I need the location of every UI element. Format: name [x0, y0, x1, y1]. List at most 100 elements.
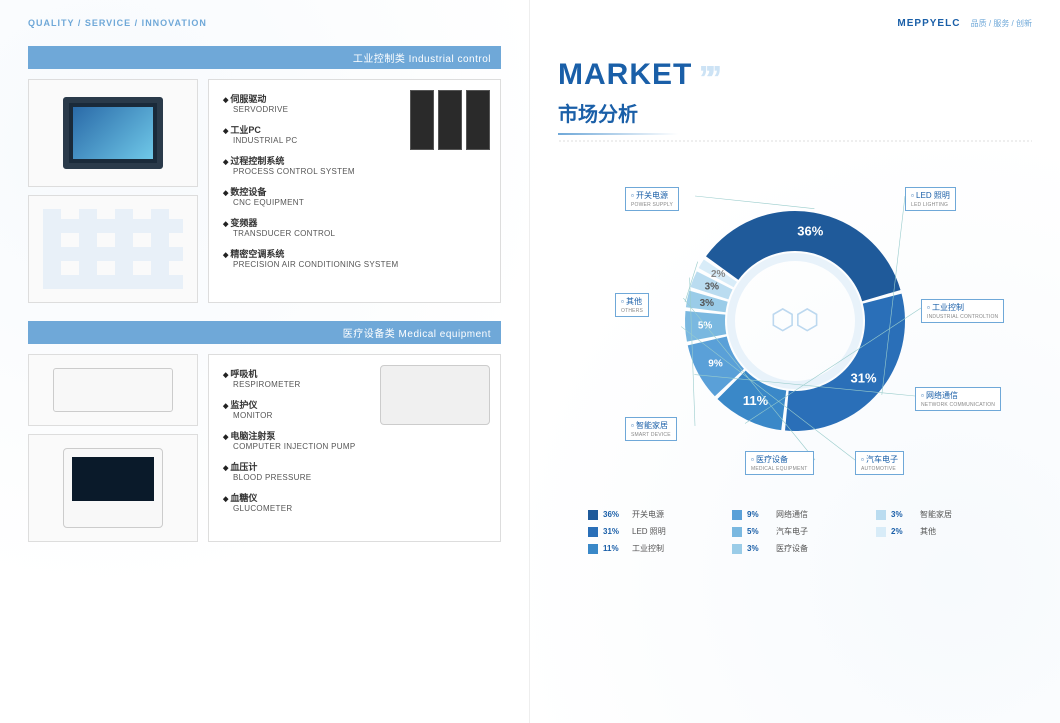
industrial-image-2 — [28, 195, 198, 303]
brand-line: MEPPYELC 品质 / 服务 / 创新 — [897, 18, 1032, 29]
legend-pct: 5% — [747, 527, 771, 536]
slice-pct: 31% — [851, 370, 877, 385]
chart-callout: ▫ LED 照明LED LIGHTING — [905, 187, 956, 211]
brand-logo: MEPPYELC — [897, 18, 960, 29]
dotline — [558, 139, 1032, 143]
slice-pct: 3% — [705, 282, 720, 293]
svg-text:⬡⬡: ⬡⬡ — [771, 304, 820, 335]
legend-label: 网络通信 — [776, 509, 808, 520]
legend-swatch — [588, 544, 598, 554]
title-underline — [558, 133, 678, 135]
slice-pct: 11% — [743, 393, 769, 408]
callout-cn: ▫ 智能家居 — [631, 420, 671, 431]
medical-block: 呼吸机RESPIROMETER监护仪MONITOR电脑注射泵COMPUTER I… — [28, 354, 501, 542]
item-en: COMPUTER INJECTION PUMP — [233, 442, 486, 451]
legend-item: 3%医疗设备 — [732, 543, 858, 554]
legend-label: 工业控制 — [632, 543, 664, 554]
list-item: 电脑注射泵COMPUTER INJECTION PUMP — [223, 429, 486, 451]
item-cn: 血压计 — [223, 460, 486, 473]
legend-label: 其他 — [920, 526, 936, 537]
medical-image-2 — [28, 434, 198, 542]
legend-label: 智能家居 — [920, 509, 952, 520]
legend-swatch — [876, 527, 886, 537]
legend-pct: 3% — [891, 510, 915, 519]
title-en: MARKET — [558, 58, 1032, 100]
medical-image-1 — [28, 354, 198, 426]
legend-item: 5% 汽车电子 — [732, 526, 858, 537]
section-header-medical: 医疗设备类 Medical equipment — [28, 321, 501, 344]
callout-cn: ▫ 工业控制 — [927, 302, 998, 313]
legend-swatch — [588, 527, 598, 537]
item-en: PROCESS CONTROL SYSTEM — [233, 167, 486, 176]
slice-pct: 5% — [698, 320, 713, 331]
callout-cn: ▫ 汽车电子 — [861, 454, 898, 465]
list-item: 血压计BLOOD PRESSURE — [223, 460, 486, 482]
legend-pct: 2% — [891, 527, 915, 536]
legend-label: LED 照明 — [632, 526, 666, 537]
item-cn: 电脑注射泵 — [223, 429, 486, 442]
item-cn: 过程控制系统 — [223, 154, 486, 167]
industrial-block: 伺服驱动SERVODRIVE工业PCINDUSTRIAL PC过程控制系统PRO… — [28, 79, 501, 303]
callout-cn: ▫ 医疗设备 — [751, 454, 808, 465]
legend-item: 11% 工业控制 — [588, 543, 714, 554]
donut-chart: ⬡⬡ 36% 31% 11% 9% 5% 3% 3% 2% ▫ 开关电源POWER SUPPLY… — [615, 161, 975, 481]
industrial-image-1 — [28, 79, 198, 187]
medical-list: 呼吸机RESPIROMETER监护仪MONITOR电脑注射泵COMPUTER I… — [208, 354, 501, 542]
callout-en: AUTOMOTIVE — [861, 466, 896, 472]
slice-pct: 9% — [708, 358, 723, 369]
legend-swatch — [732, 527, 742, 537]
legend-item: 9%网络通信 — [732, 509, 858, 520]
chart-callout: ▫ 医疗设备MEDICAL EQUIPMENT — [745, 451, 814, 475]
list-item: 精密空调系统PRECISION AIR CONDITIONING SYSTEM — [223, 247, 486, 269]
callout-en: MEDICAL EQUIPMENT — [751, 466, 808, 472]
callout-cn: ▫ LED 照明 — [911, 190, 950, 201]
chart-callout: ▫ 汽车电子AUTOMOTIVE — [855, 451, 904, 475]
chart-callout: ▫ 其他OTHERS — [615, 293, 649, 317]
item-en: GLUCOMETER — [233, 504, 486, 513]
legend-label: 汽车电子 — [776, 526, 808, 537]
legend-swatch — [732, 510, 742, 520]
legend: 36% 开关电源 9%网络通信 3% 智能家居 31% LED 照明 5% 汽车电子 2% 其他 11… — [558, 509, 1032, 554]
item-cn: 血糖仪 — [223, 491, 486, 504]
slice-pct: 3% — [700, 298, 715, 309]
legend-pct: 31% — [603, 527, 627, 536]
tagline-left: QUALITY / SERVICE / INNOVATION — [28, 18, 501, 28]
left-page: QUALITY / SERVICE / INNOVATION 工业控制类 Ind… — [0, 0, 530, 723]
legend-swatch — [732, 544, 742, 554]
list-item: 数控设备CNC EQUIPMENT — [223, 185, 486, 207]
callout-en: OTHERS — [621, 308, 643, 314]
item-en: BLOOD PRESSURE — [233, 473, 486, 482]
bp-image — [380, 365, 490, 425]
item-en: TRANSDUCER CONTROL — [233, 229, 486, 238]
chart-callout: ▫ 工业控制INDUSTRIAL CONTROLTION — [921, 299, 1004, 323]
right-page: MEPPYELC 品质 / 服务 / 创新 MARKET 市场分析 ⬡⬡36%3… — [530, 0, 1060, 723]
callout-cn: ▫ 其他 — [621, 296, 643, 307]
item-en: PRECISION AIR CONDITIONING SYSTEM — [233, 260, 486, 269]
legend-item: 36% 开关电源 — [588, 509, 714, 520]
callout-cn: ▫ 开关电源 — [631, 190, 673, 201]
list-item: 血糖仪GLUCOMETER — [223, 491, 486, 513]
chart-callout: ▫ 开关电源POWER SUPPLY — [625, 187, 679, 211]
item-en: CNC EQUIPMENT — [233, 198, 486, 207]
callout-en: SMART DEVICE — [631, 432, 671, 438]
legend-item: 31% LED 照明 — [588, 526, 714, 537]
legend-label: 开关电源 — [632, 509, 664, 520]
legend-item: 2% 其他 — [876, 526, 1002, 537]
item-cn: 变频器 — [223, 216, 486, 229]
legend-pct: 11% — [603, 544, 627, 553]
chart-callout: ▫ 网络通信NETWORK COMMUNICATION — [915, 387, 1001, 411]
industrial-list: 伺服驱动SERVODRIVE工业PCINDUSTRIAL PC过程控制系统PRO… — [208, 79, 501, 303]
slice-pct: 2% — [711, 269, 726, 280]
chart-callout: ▫ 智能家居SMART DEVICE — [625, 417, 677, 441]
list-item: 过程控制系统PROCESS CONTROL SYSTEM — [223, 154, 486, 176]
tagline-right: 品质 / 服务 / 创新 — [971, 19, 1032, 28]
legend-item: 3% 智能家居 — [876, 509, 1002, 520]
callout-en: LED LIGHTING — [911, 202, 948, 208]
legend-label: 医疗设备 — [776, 543, 808, 554]
item-cn: 精密空调系统 — [223, 247, 486, 260]
callout-en: NETWORK COMMUNICATION — [921, 402, 995, 408]
legend-pct: 36% — [603, 510, 627, 519]
slice-pct: 36% — [797, 223, 823, 238]
callout-en: POWER SUPPLY — [631, 202, 673, 208]
servo-image — [410, 90, 490, 150]
